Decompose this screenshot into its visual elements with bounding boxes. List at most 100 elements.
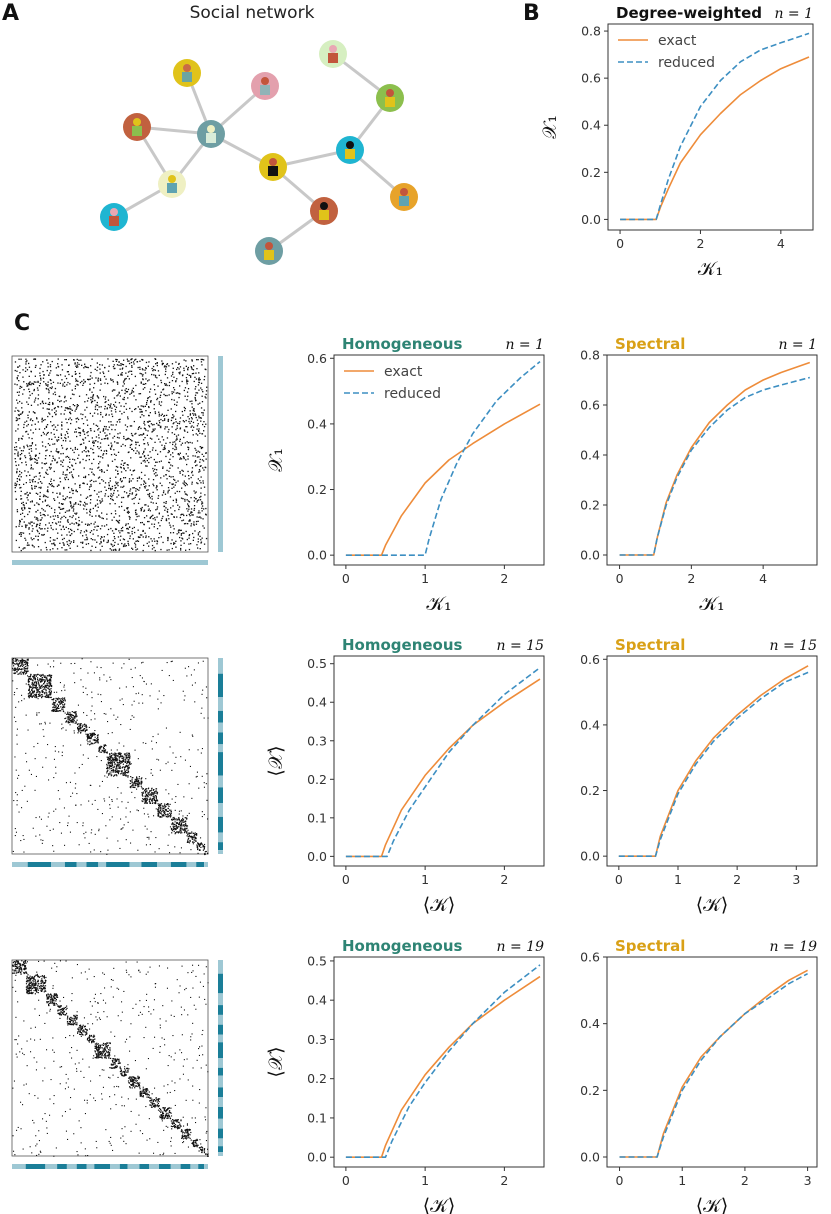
matrix-entry: [59, 508, 62, 510]
matrix-entry: [40, 514, 42, 516]
matrix-entry: [21, 438, 23, 440]
person-body: [132, 126, 142, 136]
matrix-entries: [12, 658, 209, 856]
matrix-entry: [164, 812, 166, 814]
matrix-entry: [160, 379, 162, 382]
matrix-entry: [91, 742, 93, 745]
matrix-entry: [80, 668, 82, 670]
matrix-entry: [111, 816, 113, 818]
matrix-entry: [173, 391, 175, 393]
matrix-entry: [154, 468, 156, 470]
matrix-entry: [12, 972, 14, 974]
x-tick-label: 2: [696, 236, 704, 251]
matrix-entry: [31, 683, 33, 685]
matrix-entry: [193, 505, 196, 507]
matrix-entry: [197, 520, 199, 522]
matrix-entry: [123, 396, 125, 399]
matrix-entry: [117, 473, 119, 475]
matrix-entry: [122, 545, 125, 548]
matrix-entry: [153, 798, 155, 800]
matrix-entry: [101, 438, 103, 440]
matrix-entry: [158, 807, 160, 809]
matrix-entry: [16, 800, 18, 802]
matrix-entry: [20, 840, 22, 842]
matrix-entry: [203, 848, 205, 850]
matrix-entry: [158, 461, 161, 463]
matrix-entry: [43, 374, 45, 376]
matrix-entry: [110, 512, 113, 515]
matrix-entry: [30, 468, 32, 470]
matrix-entry: [23, 851, 25, 853]
matrix-entry: [160, 391, 162, 393]
matrix-entry: [186, 818, 188, 820]
matrix-entry: [115, 549, 117, 551]
matrix-entry: [33, 692, 35, 694]
matrix-entry: [106, 770, 108, 773]
matrix-entry: [35, 687, 37, 689]
matrix-entry: [108, 761, 111, 763]
matrix-entry: [176, 378, 178, 380]
matrix-entry: [157, 803, 159, 805]
matrix-entry: [192, 474, 194, 476]
matrix-entry: [61, 706, 64, 708]
matrix-entry: [200, 482, 202, 484]
matrix-entry: [32, 684, 34, 687]
matrix-entry: [89, 509, 92, 511]
matrix-entry: [129, 782, 131, 785]
matrix-entry: [162, 807, 165, 809]
matrix-entry: [100, 501, 102, 503]
matrix-entry: [142, 702, 144, 704]
matrix-entry: [179, 731, 181, 733]
matrix-entry: [177, 831, 179, 833]
matrix-entry: [148, 798, 150, 801]
matrix-entry: [118, 765, 120, 767]
matrix-entry: [189, 410, 191, 412]
matrix-entry: [172, 822, 174, 824]
matrix-entry: [43, 381, 45, 383]
matrix-entry: [36, 523, 38, 526]
matrix-entry: [182, 456, 185, 458]
matrix-entry: [44, 679, 46, 681]
matrix-entry: [184, 817, 186, 819]
matrix-entry: [133, 526, 135, 529]
matrix-entry: [60, 528, 62, 531]
matrix-entry: [79, 381, 82, 384]
matrix-entry: [103, 750, 105, 753]
matrix-entry: [140, 478, 143, 480]
matrix-entry: [120, 471, 123, 473]
matrix-entry: [189, 414, 191, 416]
matrix-entry: [83, 712, 85, 714]
matrix-entry: [129, 537, 131, 540]
matrix-entry: [13, 669, 15, 671]
matrix-entry: [75, 713, 77, 715]
matrix-entry: [106, 752, 108, 754]
matrix-entry: [126, 438, 128, 440]
matrix-entry: [137, 810, 139, 812]
matrix-entry: [26, 360, 28, 362]
matrix-entry: [183, 699, 185, 701]
matrix-entry: [183, 367, 185, 369]
matrix-entry: [117, 762, 120, 764]
matrix-entry: [107, 733, 109, 735]
matrix-entry: [46, 424, 49, 426]
matrix-entry: [32, 682, 34, 684]
matrix-entry: [18, 966, 20, 968]
matrix-entry: [99, 420, 101, 422]
matrix-entry: [95, 404, 97, 406]
matrix-entry: [160, 548, 162, 551]
matrix-entry: [111, 496, 113, 498]
matrix-entry: [184, 387, 187, 389]
matrix-entry: [76, 362, 79, 364]
matrix-entry: [160, 808, 162, 810]
matrix-entry: [196, 844, 198, 846]
person-body: [109, 216, 119, 226]
matrix-entry: [22, 660, 24, 662]
matrix-entry: [126, 769, 128, 771]
matrix-entry: [65, 717, 67, 719]
matrix-entry: [126, 507, 128, 509]
matrix-entry: [42, 729, 44, 731]
matrix-entry: [159, 805, 161, 807]
matrix-entry: [128, 494, 130, 497]
matrix-entry: [92, 473, 94, 475]
community-band-bottom: [76, 862, 87, 867]
